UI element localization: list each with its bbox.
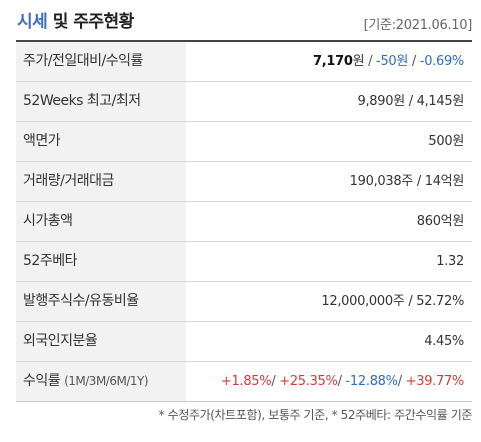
- table-row-returns: 수익률 (1M/3M/6M/1Y) +1.85%/ +25.35%/ -12.8…: [16, 362, 472, 402]
- section-title: 시세 및 주주현황: [17, 7, 134, 32]
- row-label: 52주베타: [16, 242, 186, 281]
- return-3m: +25.35%: [279, 374, 338, 389]
- row-value: 9,890원 / 4,145원: [357, 94, 465, 109]
- row-label: 52Weeks 최고/최저: [16, 82, 186, 121]
- row-value: 860억원: [416, 214, 465, 229]
- table-row-market-cap: 시가총액 860억원: [16, 202, 472, 242]
- row-label-sub: (1M/3M/6M/1Y): [64, 374, 149, 388]
- base-date: [기준:2021.06.10]: [363, 18, 473, 33]
- table-row-face-value: 액면가 500원: [16, 122, 472, 162]
- return-1m: +1.85%: [220, 374, 272, 389]
- row-value: 7,170원 / -50원 / -0.69%: [313, 42, 464, 81]
- price-unit: 원: [352, 54, 365, 69]
- current-price: 7,170: [313, 54, 353, 69]
- row-label: 시가총액: [16, 202, 186, 241]
- separator: /: [408, 54, 420, 69]
- row-label: 외국인지분율: [16, 322, 186, 361]
- row-value: 190,038주 / 14억원: [349, 174, 465, 189]
- table-row-52weeks: 52Weeks 최고/최저 9,890원 / 4,145원: [16, 82, 472, 122]
- market-info-table: 주가/전일대비/수익률 7,170원 / -50원 / -0.69% 52Wee…: [16, 40, 472, 402]
- separator: /: [364, 54, 377, 69]
- table-row-foreign-ownership: 외국인지분율 4.45%: [16, 322, 472, 362]
- row-label-main: 수익률: [23, 373, 61, 389]
- row-value: +1.85%/ +25.35%/ -12.88%/ +39.77%: [221, 362, 464, 401]
- table-row-price: 주가/전일대비/수익률 7,170원 / -50원 / -0.69%: [16, 42, 472, 82]
- row-label: 수익률 (1M/3M/6M/1Y): [16, 362, 186, 401]
- return-1y: +39.77%: [405, 374, 465, 389]
- row-value: 12,000,000주 / 52.72%: [321, 294, 464, 309]
- separator: /: [337, 374, 346, 389]
- row-label: 거래량/거래대금: [16, 162, 186, 201]
- row-value: 500원: [428, 134, 464, 149]
- row-label: 주가/전일대비/수익률: [16, 42, 186, 81]
- row-value: 4.45%: [424, 334, 464, 349]
- row-label: 액면가: [16, 122, 186, 161]
- row-label: 발행주식수/유동비율: [16, 282, 186, 321]
- title-highlight: 시세: [17, 12, 48, 32]
- table-row-shares: 발행주식수/유동비율 12,000,000주 / 52.72%: [16, 282, 472, 322]
- separator: /: [397, 374, 406, 389]
- price-change: -50원: [376, 54, 409, 69]
- return-rate: -0.69%: [419, 54, 465, 69]
- return-6m: -12.88%: [345, 374, 398, 389]
- row-value: 1.32: [436, 254, 464, 269]
- table-row-volume: 거래량/거래대금 190,038주 / 14억원: [16, 162, 472, 202]
- section-header: 시세 및 주주현황 [기준:2021.06.10]: [0, 0, 481, 40]
- separator: /: [271, 374, 280, 389]
- title-rest: 및 주주현황: [52, 12, 135, 32]
- table-row-beta: 52주베타 1.32: [16, 242, 472, 282]
- footnote: * 수정주가(차트포함), 보통주 기준, * 52주베타: 주간수익률 기준: [158, 408, 473, 422]
